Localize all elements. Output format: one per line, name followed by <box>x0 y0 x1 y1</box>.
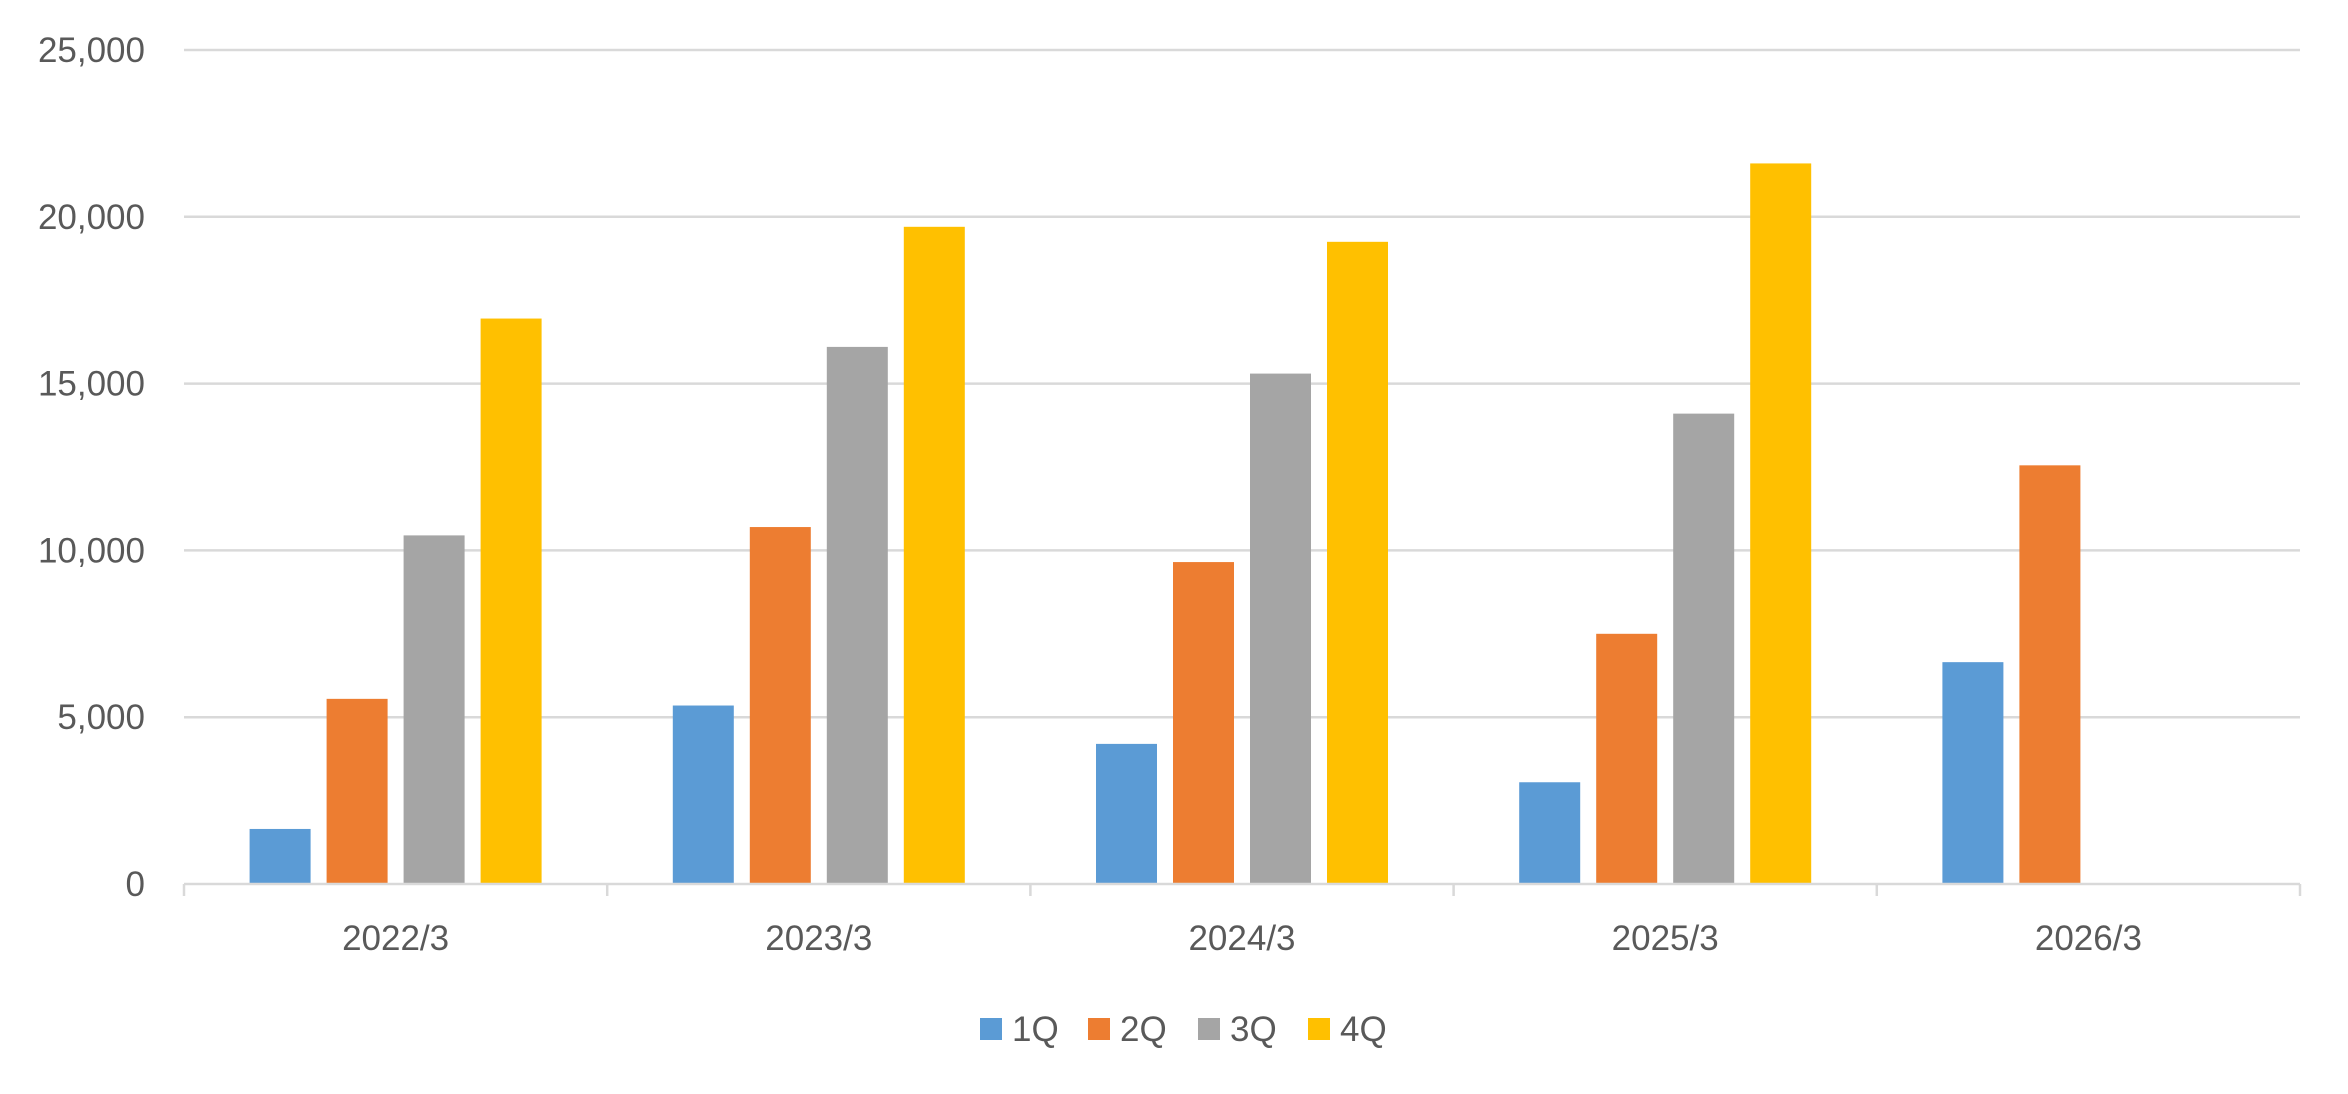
legend-swatch-4q <box>1308 1018 1330 1040</box>
legend-label-3q: 3Q <box>1230 1010 1277 1049</box>
y-tick-label: 5,000 <box>57 698 145 737</box>
bar-2q-2025-3 <box>1596 633 1658 884</box>
bar-1q-2024-3 <box>1096 743 1157 884</box>
bar-2q-2026-3 <box>2019 465 2081 884</box>
y-tick-label: 25,000 <box>38 31 145 70</box>
legend-label-4q: 4Q <box>1340 1010 1387 1049</box>
y-tick-label: 15,000 <box>38 365 145 404</box>
x-tick-label: 2022/3 <box>342 919 449 958</box>
bar-2q-2024-3 <box>1173 562 1234 884</box>
legend-swatch-3q <box>1198 1018 1220 1040</box>
y-tick-label: 20,000 <box>38 198 145 237</box>
x-tick-label: 2026/3 <box>2035 919 2142 958</box>
bar-1q-2023-3 <box>672 705 734 884</box>
legend-label-2q: 2Q <box>1120 1010 1167 1049</box>
bar-2q-2023-3 <box>749 527 811 884</box>
y-tick-label: 0 <box>126 865 145 904</box>
x-tick-label: 2024/3 <box>1188 919 1295 958</box>
x-axis-tick-labels: 2022/3 2023/3 2024/3 2025/3 2026/3 <box>342 919 2142 958</box>
y-axis-tick-labels: 0 5,000 10,000 15,000 20,000 25,000 <box>38 31 145 904</box>
bar-1q-2022-3 <box>249 828 311 884</box>
bar-1q-2025-3 <box>1519 782 1581 884</box>
legend-swatch-2q <box>1088 1018 1110 1040</box>
x-tick-label: 2023/3 <box>765 919 872 958</box>
bar-3q-2024-3 <box>1250 373 1311 884</box>
bar-4q-2024-3 <box>1327 241 1388 884</box>
x-tick-label: 2025/3 <box>1612 919 1719 958</box>
bar-4q-2025-3 <box>1750 163 1812 884</box>
bar-3q-2025-3 <box>1673 413 1735 884</box>
bar-2q-2022-3 <box>326 698 388 884</box>
bar-3q-2023-3 <box>826 346 888 884</box>
bar-4q-2023-3 <box>903 226 965 885</box>
bar-1q-2026-3 <box>1942 662 2004 884</box>
legend: 1Q 2Q 3Q 4Q <box>980 1010 1387 1049</box>
bar-3q-2022-3 <box>403 535 465 884</box>
bars <box>249 163 2081 885</box>
bar-4q-2022-3 <box>480 318 542 885</box>
legend-swatch-1q <box>980 1018 1002 1040</box>
y-tick-label: 10,000 <box>38 531 145 570</box>
legend-label-1q: 1Q <box>1012 1010 1059 1049</box>
x-axis <box>182 882 2302 896</box>
